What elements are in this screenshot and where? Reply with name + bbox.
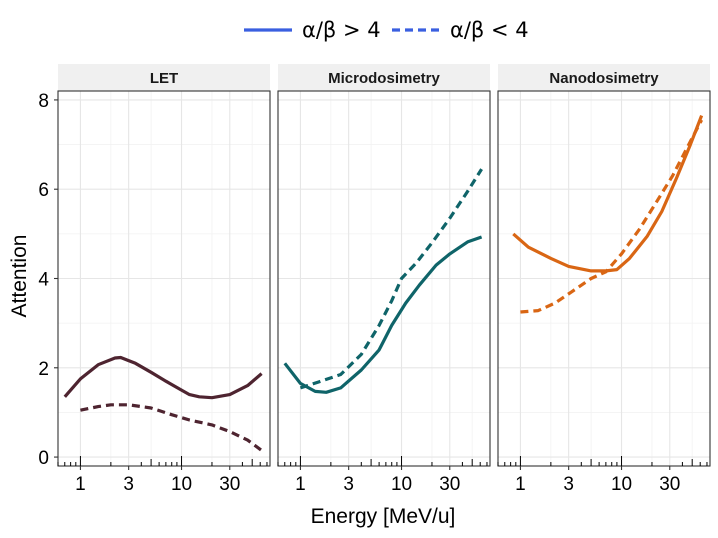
panel-grid bbox=[278, 91, 490, 466]
x-tick-label: 30 bbox=[659, 474, 680, 495]
panel-border bbox=[497, 90, 711, 467]
x-tick-label: 3 bbox=[343, 474, 354, 495]
y-tick-label: 4 bbox=[38, 270, 49, 291]
legend-entry-2: α/β < 4 bbox=[392, 18, 529, 42]
panel-microdosimetry: Microdosimetry 1 3 10 30 bbox=[277, 64, 491, 495]
y-axis: 0 2 4 6 8 bbox=[38, 91, 58, 469]
series-line-alpha-beta-lt-4 bbox=[520, 119, 704, 314]
series-line-alpha-beta-lt-4 bbox=[299, 168, 483, 390]
x-log-ticks bbox=[277, 456, 488, 466]
panel-title: Microdosimetry bbox=[328, 70, 440, 87]
legend-entry-1: α/β > 4 bbox=[244, 18, 381, 42]
y-tick-label: 0 bbox=[38, 448, 49, 469]
legend-label: α/β < 4 bbox=[450, 18, 529, 42]
panel-strip bbox=[58, 64, 270, 91]
y-axis-title: Attention bbox=[8, 235, 31, 318]
panel-border bbox=[277, 90, 491, 467]
legend-label: α/β > 4 bbox=[302, 18, 381, 42]
x-tick-label: 1 bbox=[75, 474, 86, 495]
x-log-ticks bbox=[497, 456, 708, 466]
x-tick-label: 1 bbox=[515, 474, 526, 495]
panel-title: LET bbox=[150, 70, 178, 87]
x-tick-label: 30 bbox=[219, 474, 240, 495]
x-tick-label: 10 bbox=[391, 474, 412, 495]
panel-let: LET 1 3 10 30 bbox=[57, 64, 271, 495]
panel-title: Nanodosimetry bbox=[549, 70, 659, 87]
panel-strip bbox=[278, 64, 490, 91]
x-tick-label: 30 bbox=[439, 474, 460, 495]
panel-nanodosimetry: Nanodosimetry 1 3 10 30 bbox=[497, 64, 711, 495]
y-tick-label: 8 bbox=[38, 91, 49, 112]
x-tick-label: 1 bbox=[295, 474, 306, 495]
x-tick-label: 3 bbox=[123, 474, 134, 495]
series-line-alpha-beta-lt-4 bbox=[80, 403, 263, 452]
x-axis-title: Energy [MeV/u] bbox=[311, 505, 456, 528]
series-line-alpha-beta-gt-4 bbox=[63, 355, 263, 400]
x-log-ticks bbox=[57, 456, 268, 466]
y-tick-label: 2 bbox=[38, 359, 49, 380]
x-tick-label: 10 bbox=[611, 474, 632, 495]
x-tick-label: 3 bbox=[563, 474, 574, 495]
x-tick-label: 10 bbox=[171, 474, 192, 495]
panel-strip bbox=[498, 64, 710, 91]
y-tick-label: 6 bbox=[38, 180, 49, 201]
legend: α/β > 4 α/β < 4 bbox=[244, 18, 529, 42]
series-line-alpha-beta-gt-4 bbox=[283, 235, 483, 394]
series-line-alpha-beta-gt-4 bbox=[512, 115, 704, 273]
